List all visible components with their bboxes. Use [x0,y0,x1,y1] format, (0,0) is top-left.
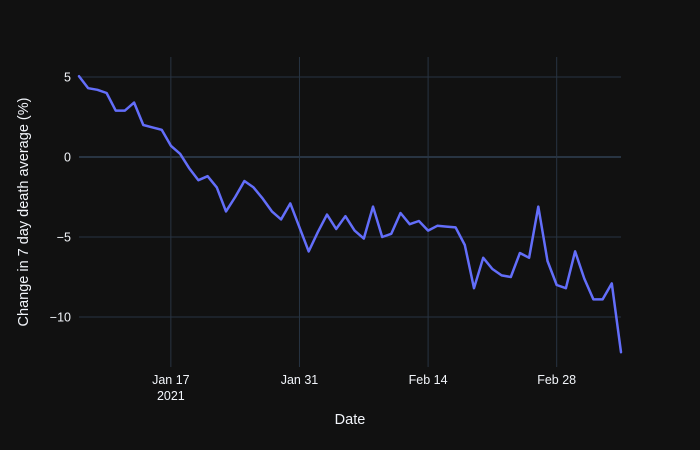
y-tick-label: 5 [64,71,71,85]
x-tick-label: Jan 31 [281,373,319,387]
x-tick-label: Feb 14 [409,373,448,387]
y-tick-label: −10 [50,311,71,325]
series-line [77,74,623,354]
y-axis-title: Change in 7 day death average (%) [16,97,32,327]
x-tick-year-label: 2021 [157,389,185,403]
x-axis-title: Date [334,412,366,428]
y-tick-label: 0 [64,151,71,165]
x-tick-label: Feb 28 [537,373,576,387]
y-tick-label: −5 [57,231,71,245]
x-tick-label: Jan 17 [152,373,190,387]
